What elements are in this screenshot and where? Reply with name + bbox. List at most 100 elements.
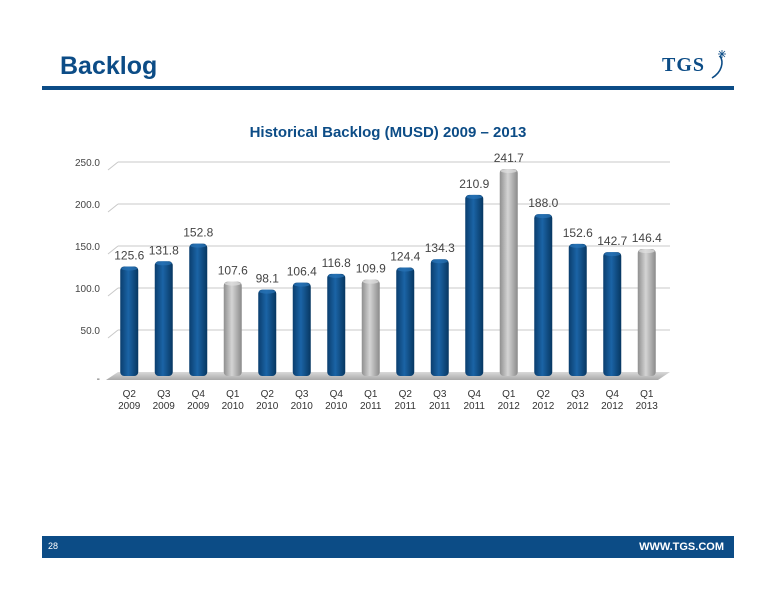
- x-tick-label: Q2: [399, 389, 413, 400]
- x-tick-label-year: 2011: [429, 401, 451, 412]
- bar: [603, 252, 622, 376]
- logo-text: TGS: [662, 54, 706, 76]
- bar-cap: [638, 249, 655, 254]
- x-tick-label: Q4: [330, 389, 344, 400]
- data-label: 107.6: [218, 264, 248, 278]
- x-tick-label: Q3: [433, 389, 447, 400]
- y-tick-label: 250.0: [75, 158, 100, 169]
- data-label: 152.8: [183, 226, 213, 240]
- x-tick-label: Q3: [571, 389, 585, 400]
- x-tick-label-year: 2012: [567, 401, 590, 412]
- x-tick-label: Q3: [295, 389, 309, 400]
- x-tick-label-year: 2009: [153, 401, 176, 412]
- bar-cap: [604, 252, 621, 257]
- gridline-depth: [107, 161, 119, 171]
- bar-cap: [155, 261, 172, 266]
- y-tick-label: 50.0: [81, 326, 101, 337]
- gridline-depth: [107, 329, 119, 339]
- x-tick-label: Q1: [502, 389, 516, 400]
- bar: [120, 266, 139, 376]
- bar-cap: [224, 281, 241, 286]
- x-tick-label-year: 2009: [187, 401, 210, 412]
- bar: [465, 194, 484, 376]
- bar-cap: [535, 214, 552, 219]
- bar-cap: [466, 194, 483, 199]
- bar-cap: [397, 267, 414, 272]
- x-tick-label-year: 2009: [118, 401, 141, 412]
- bar: [327, 273, 346, 376]
- x-tick-label: Q4: [606, 389, 620, 400]
- x-tick-label-year: 2011: [463, 401, 485, 412]
- page-title: Backlog: [60, 52, 158, 80]
- data-label: 124.4: [390, 250, 420, 264]
- x-tick-label: Q2: [537, 389, 551, 400]
- x-tick-label: Q2: [123, 389, 137, 400]
- bar-cap: [328, 273, 345, 278]
- data-label: 146.4: [632, 231, 662, 245]
- gridline-depth: [107, 203, 119, 213]
- x-tick-label: Q3: [157, 389, 171, 400]
- bar: [430, 259, 449, 376]
- data-label: 116.8: [322, 256, 351, 270]
- bar-cap: [190, 243, 207, 248]
- x-tick-label-year: 2010: [291, 401, 314, 412]
- y-tick-label: 100.0: [75, 284, 100, 295]
- gridline-depth: [107, 287, 119, 297]
- x-tick-label-year: 2012: [601, 401, 624, 412]
- y-tick-label: 150.0: [75, 242, 100, 253]
- bar: [361, 279, 380, 376]
- bar: [189, 243, 208, 376]
- chart-title: Historical Backlog (MUSD) 2009 – 2013: [249, 124, 527, 141]
- bar-cap: [121, 266, 138, 271]
- bar: [534, 214, 553, 376]
- x-tick-label-year: 2011: [360, 401, 382, 412]
- footer-url[interactable]: WWW.TGS.COM: [639, 541, 724, 553]
- bar: [258, 289, 277, 376]
- logo-swoosh-icon: [711, 50, 726, 79]
- data-label: 106.4: [287, 265, 317, 279]
- bar: [568, 243, 587, 376]
- data-label: 131.8: [149, 243, 179, 257]
- data-label: 241.7: [494, 151, 524, 165]
- x-tick-label: Q1: [364, 389, 378, 400]
- x-tick-label: Q1: [226, 389, 240, 400]
- chart-floor: [106, 372, 670, 380]
- x-tick-label: Q2: [261, 389, 275, 400]
- x-tick-label-year: 2010: [222, 401, 245, 412]
- bar-cap: [293, 282, 310, 287]
- x-tick-label-year: 2012: [532, 401, 555, 412]
- bar: [292, 282, 311, 376]
- y-tick-label: 200.0: [75, 200, 100, 211]
- x-tick-label-year: 2010: [325, 401, 348, 412]
- x-tick-label-year: 2010: [256, 401, 279, 412]
- header-rule: [42, 86, 734, 90]
- data-label: 152.6: [563, 226, 593, 240]
- bar: [499, 168, 518, 376]
- data-label: 210.9: [459, 177, 489, 191]
- bar: [637, 249, 656, 376]
- data-label: 109.9: [356, 262, 386, 276]
- y-tick-label: -: [97, 374, 100, 385]
- bar: [223, 281, 242, 376]
- data-label: 134.3: [425, 241, 455, 255]
- bar-cap: [500, 168, 517, 173]
- x-tick-label: Q4: [468, 389, 482, 400]
- x-tick-label: Q1: [640, 389, 654, 400]
- data-label: 98.1: [256, 272, 280, 286]
- bar-cap: [431, 259, 448, 264]
- data-label: 188.0: [528, 196, 558, 210]
- bar-cap: [362, 279, 379, 284]
- gridline-depth: [107, 245, 119, 255]
- x-tick-label-year: 2011: [394, 401, 416, 412]
- x-tick-label: Q4: [192, 389, 206, 400]
- page-number: 28: [48, 541, 59, 551]
- bar-cap: [259, 289, 276, 294]
- x-tick-label-year: 2013: [636, 401, 659, 412]
- data-label: 125.6: [114, 248, 144, 262]
- x-tick-label-year: 2012: [498, 401, 521, 412]
- bar: [154, 261, 173, 376]
- data-label: 142.7: [597, 234, 627, 248]
- footer-bar: 28 WWW.TGS.COM: [42, 536, 734, 558]
- bar-cap: [569, 243, 586, 248]
